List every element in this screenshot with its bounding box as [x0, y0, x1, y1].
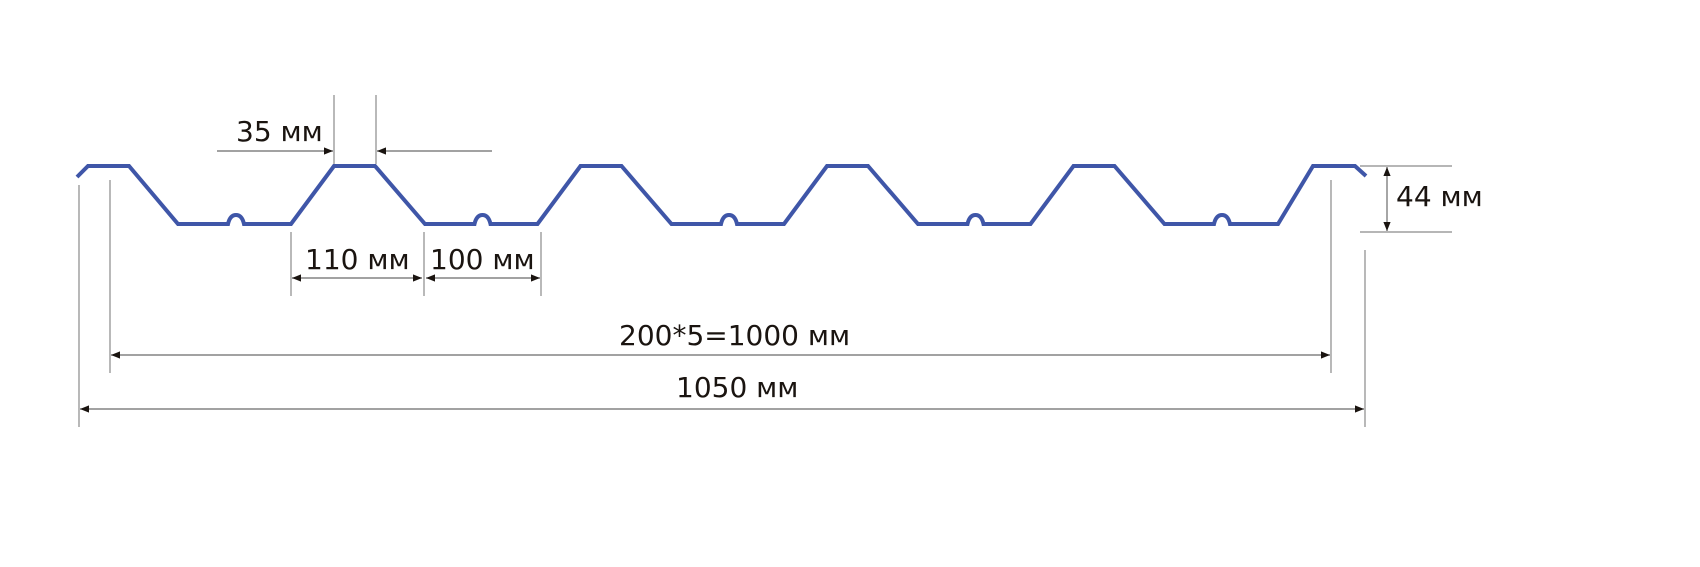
label-height: 44 мм — [1396, 180, 1483, 213]
label-top-width: 35 мм — [236, 115, 323, 148]
label-trough-to-crest: 110 мм — [305, 243, 410, 276]
label-working-width: 200*5=1000 мм — [619, 319, 851, 352]
corrugated-sheet-profile — [75, 164, 1368, 226]
dimension-lines — [78, 95, 1452, 427]
label-total-width: 1050 мм — [676, 371, 799, 404]
label-trough-width: 100 мм — [430, 243, 535, 276]
